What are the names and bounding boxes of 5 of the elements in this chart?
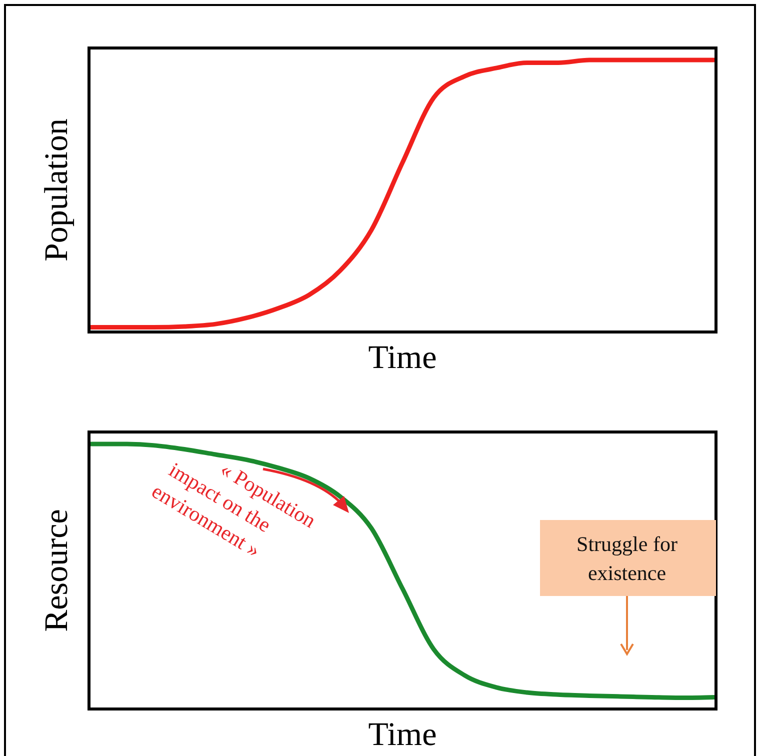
y-axis-title: Population <box>39 118 75 262</box>
x-axis-title: Time <box>368 340 437 376</box>
annotation: Struggle for existence <box>576 532 678 585</box>
y-axis-title: Resource <box>39 509 75 632</box>
x-axis-title: Time <box>368 717 437 753</box>
